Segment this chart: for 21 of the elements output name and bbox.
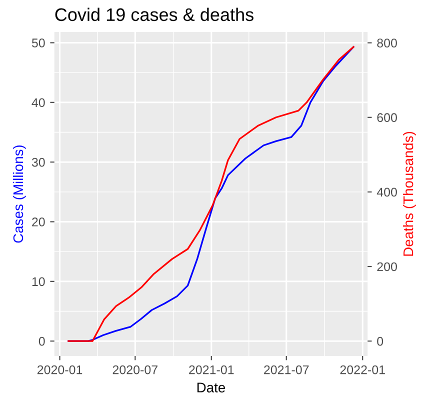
x-tick-label: 2020-01	[37, 365, 82, 374]
y-tick-label: 50	[32, 38, 45, 48]
y2-tick-label: 0	[377, 336, 384, 346]
line-series	[68, 46, 354, 342]
y2-tick-label: 800	[377, 38, 397, 48]
y2-tick-label: 200	[377, 262, 397, 272]
chart-title: Covid 19 cases & deaths	[55, 8, 254, 22]
y-tick-label: 20	[32, 218, 45, 226]
y-axis-title: Cases (Millions)	[12, 145, 26, 243]
x-tick-label: 2021-01	[189, 365, 234, 374]
y2-tick-label: 600	[377, 113, 397, 122]
x-tick-label: 2022-01	[340, 365, 385, 374]
y-tick-label: 0	[38, 336, 45, 346]
x-axis-title: Date	[197, 382, 226, 392]
y-tick-label: 10	[32, 277, 45, 286]
y-tick-label: 30	[32, 158, 45, 167]
y2-tick-label: 400	[376, 188, 397, 197]
y-tick-label: 40	[32, 98, 45, 108]
y2-axis-title: Deaths (Thousands)	[403, 132, 416, 256]
x-tick-label: 2021-07	[264, 365, 309, 374]
x-tick-label: 2020-07	[112, 365, 158, 374]
